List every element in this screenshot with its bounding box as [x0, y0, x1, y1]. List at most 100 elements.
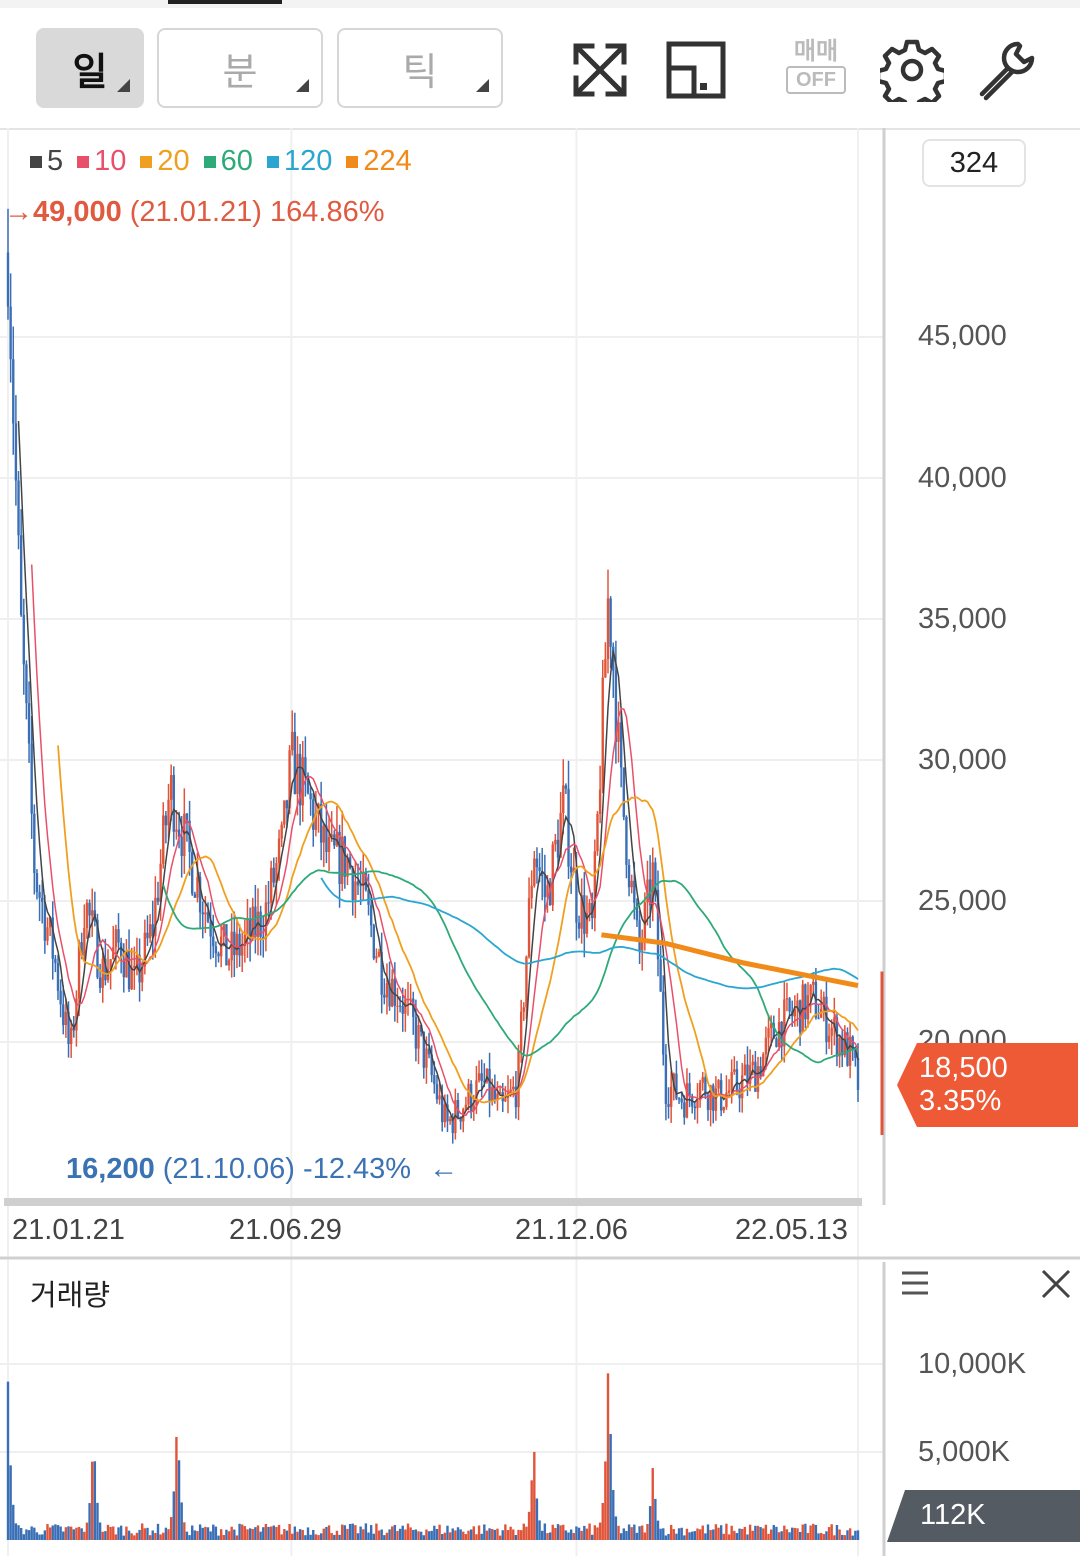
legend-item-ma224[interactable]: 224	[346, 145, 412, 178]
volume-bar	[35, 1532, 39, 1540]
close-icon[interactable]	[1040, 1268, 1072, 1300]
legend-item-ma5[interactable]: 5	[30, 145, 63, 178]
volume-bar	[467, 1530, 470, 1540]
tab-minute[interactable]: 분	[157, 28, 323, 108]
legend-label: 10	[94, 145, 127, 177]
candle-body	[56, 963, 60, 991]
volume-bar	[206, 1527, 210, 1540]
volume-bar	[769, 1529, 773, 1540]
volume-bar	[519, 1530, 523, 1540]
volume-bar	[48, 1527, 52, 1540]
candle-body	[704, 1077, 707, 1096]
volume-bar	[112, 1526, 115, 1540]
volume-bar	[525, 1526, 528, 1540]
candle-body	[285, 800, 289, 809]
candle-body	[654, 862, 657, 890]
legend-swatch	[30, 155, 42, 168]
volume-bar	[77, 1526, 81, 1540]
candle-count-box[interactable]: 324	[922, 139, 1026, 187]
volume-bar	[517, 1529, 520, 1540]
layout-icon[interactable]	[664, 38, 728, 102]
volume-bar	[409, 1527, 412, 1540]
expand-icon[interactable]	[568, 38, 632, 102]
candle-body	[480, 1073, 483, 1081]
volume-bar	[648, 1506, 652, 1540]
candle-body	[751, 1061, 754, 1066]
trade-off-icon[interactable]: 매매 OFF	[784, 38, 848, 102]
volume-bar	[404, 1529, 407, 1540]
volume-bar	[341, 1524, 344, 1540]
candle-body	[714, 1088, 718, 1111]
volume-bar	[730, 1525, 733, 1540]
candle-body	[619, 722, 623, 768]
volume-bar	[406, 1523, 410, 1540]
volume-bar	[512, 1529, 515, 1540]
volume-bar	[235, 1535, 239, 1540]
volume-bar	[143, 1528, 147, 1540]
candle-body	[504, 1098, 507, 1102]
volume-bar	[764, 1524, 768, 1540]
volume-bar	[851, 1535, 854, 1540]
dropdown-corner-icon	[296, 79, 309, 92]
candle-body	[62, 1004, 65, 1026]
candle-body	[375, 956, 378, 959]
volume-bar	[25, 1529, 28, 1540]
candle-body	[227, 960, 231, 966]
tab-minute-label: 분	[222, 51, 258, 94]
candle-body	[141, 966, 144, 983]
volume-bar	[596, 1527, 599, 1540]
candle-body	[214, 946, 218, 954]
volume-bar	[559, 1525, 562, 1540]
volume-bar	[767, 1533, 770, 1540]
candle-body	[804, 984, 807, 1020]
candle-body	[343, 836, 347, 877]
legend-item-ma60[interactable]: 60	[203, 145, 253, 178]
legend-swatch	[266, 155, 279, 168]
volume-bar	[309, 1534, 312, 1540]
candle-body	[448, 1118, 452, 1122]
legend-item-ma20[interactable]: 20	[140, 145, 190, 178]
volume-bar	[738, 1528, 741, 1540]
candle-body	[512, 1086, 515, 1090]
volume-bar	[117, 1527, 120, 1540]
volume-bar	[454, 1530, 457, 1540]
volume-bar	[291, 1533, 294, 1540]
price-chart[interactable]	[0, 128, 1080, 1556]
volume-bar	[814, 1524, 818, 1540]
candle-body	[185, 813, 189, 821]
candle-body	[322, 825, 325, 843]
volume-bar	[617, 1525, 620, 1540]
volume-bar	[380, 1529, 383, 1540]
volume-tick-label: 10,000K	[918, 1348, 1027, 1380]
volume-bar	[462, 1531, 465, 1540]
gear-icon[interactable]	[880, 38, 944, 102]
menu-icon[interactable]	[900, 1270, 930, 1296]
wrench-icon[interactable]	[974, 38, 1038, 102]
volume-bar	[91, 1461, 94, 1540]
legend-item-ma10[interactable]: 10	[77, 145, 126, 178]
candle-body	[385, 983, 389, 998]
candle-body	[838, 1038, 841, 1057]
volume-bar	[630, 1527, 633, 1540]
candle-body	[183, 813, 186, 857]
volume-bar	[443, 1532, 447, 1540]
candle-body	[527, 898, 531, 957]
tab-tick[interactable]: 틱	[337, 28, 503, 108]
candle-body	[122, 960, 125, 978]
volume-bar	[83, 1531, 86, 1540]
volume-bar	[127, 1530, 131, 1540]
tab-day[interactable]: 일	[36, 28, 144, 108]
volume-bar	[483, 1524, 486, 1540]
volume-bar	[522, 1523, 525, 1540]
volume-bar	[141, 1523, 144, 1540]
candle-body	[535, 858, 539, 868]
candle-body	[304, 757, 307, 776]
volume-bar	[714, 1524, 718, 1540]
volume-bar	[669, 1524, 673, 1540]
volume-bar	[625, 1530, 628, 1540]
volume-bar	[304, 1535, 307, 1540]
candle-body	[88, 902, 91, 916]
volume-bar	[162, 1532, 165, 1540]
candle-body	[488, 1068, 491, 1102]
legend-item-ma120[interactable]: 120	[266, 145, 332, 178]
